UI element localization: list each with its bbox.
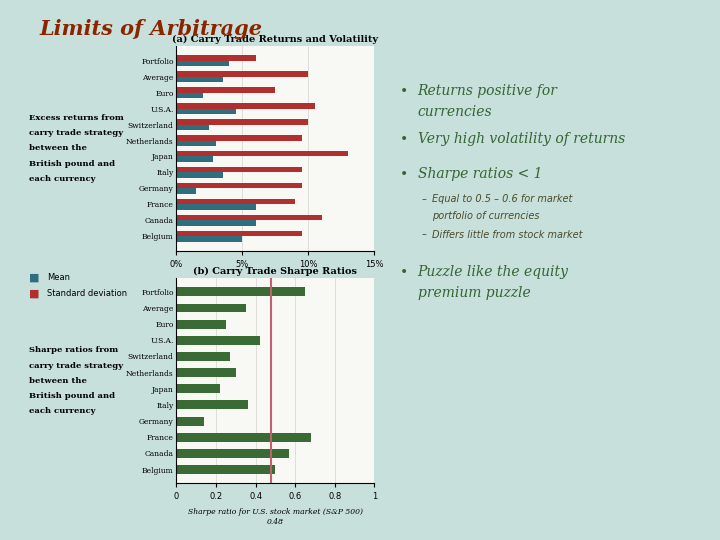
Bar bbox=[176, 125, 210, 130]
Text: Differs little from stock market: Differs little from stock market bbox=[432, 230, 582, 240]
Bar bbox=[176, 55, 256, 61]
Bar bbox=[176, 77, 222, 82]
Bar bbox=[176, 119, 308, 125]
Bar bbox=[176, 236, 243, 242]
Text: each currency: each currency bbox=[29, 407, 95, 415]
Bar bbox=[176, 433, 311, 442]
Bar bbox=[176, 183, 302, 188]
Title: (b) Carry Trade Sharpe Ratios: (b) Carry Trade Sharpe Ratios bbox=[194, 267, 357, 276]
Text: Mean: Mean bbox=[47, 273, 70, 282]
Bar bbox=[176, 320, 226, 329]
Text: Limits of Arbitrage: Limits of Arbitrage bbox=[40, 19, 263, 39]
Bar bbox=[176, 71, 308, 77]
Text: •: • bbox=[400, 132, 408, 146]
Bar bbox=[176, 449, 289, 458]
Text: •: • bbox=[400, 167, 408, 181]
Text: between the: between the bbox=[29, 145, 86, 152]
Bar bbox=[176, 93, 203, 98]
Text: premium puzzle: premium puzzle bbox=[418, 286, 531, 300]
Text: Standard deviation: Standard deviation bbox=[47, 289, 127, 298]
Bar bbox=[176, 303, 246, 313]
Bar bbox=[176, 220, 256, 226]
Bar bbox=[176, 172, 222, 178]
Bar bbox=[176, 61, 229, 66]
Text: carry trade strategy: carry trade strategy bbox=[29, 362, 123, 369]
Text: carry trade strategy: carry trade strategy bbox=[29, 130, 123, 137]
Bar bbox=[176, 109, 236, 114]
Text: Excess returns from: Excess returns from bbox=[29, 114, 124, 122]
Bar bbox=[176, 336, 260, 345]
Text: Equal to 0.5 – 0.6 for market: Equal to 0.5 – 0.6 for market bbox=[432, 194, 572, 205]
Text: Sharpe ratios from: Sharpe ratios from bbox=[29, 347, 118, 354]
Text: between the: between the bbox=[29, 377, 86, 384]
Title: (a) Carry Trade Returns and Volatility: (a) Carry Trade Returns and Volatility bbox=[172, 35, 379, 44]
Text: Puzzle like the equity: Puzzle like the equity bbox=[418, 265, 569, 279]
Text: Sharpe ratio for U.S. stock market (S&P 500): Sharpe ratio for U.S. stock market (S&P … bbox=[188, 508, 363, 516]
Text: 0.48: 0.48 bbox=[267, 518, 284, 526]
Bar bbox=[176, 167, 302, 172]
Bar bbox=[176, 140, 216, 146]
Bar bbox=[176, 368, 236, 377]
Bar bbox=[176, 199, 295, 204]
Bar bbox=[176, 87, 276, 93]
Text: Very high volatility of returns: Very high volatility of returns bbox=[418, 132, 625, 146]
Text: ■: ■ bbox=[29, 289, 40, 299]
Bar bbox=[176, 103, 315, 109]
Text: British pound and: British pound and bbox=[29, 392, 115, 400]
Bar bbox=[176, 231, 302, 236]
Text: British pound and: British pound and bbox=[29, 160, 115, 167]
Bar bbox=[176, 204, 256, 210]
Bar bbox=[176, 157, 213, 162]
Text: •: • bbox=[400, 84, 408, 98]
Bar bbox=[176, 215, 322, 220]
Bar bbox=[176, 352, 230, 361]
Text: Sharpe ratios < 1: Sharpe ratios < 1 bbox=[418, 167, 542, 181]
Bar bbox=[176, 287, 305, 296]
Bar bbox=[176, 417, 204, 426]
Text: currencies: currencies bbox=[418, 105, 492, 119]
Bar bbox=[176, 465, 276, 474]
Text: Returns positive for: Returns positive for bbox=[418, 84, 557, 98]
Text: •: • bbox=[400, 265, 408, 279]
Text: –: – bbox=[421, 230, 426, 240]
Bar bbox=[176, 135, 302, 140]
Bar bbox=[176, 188, 196, 194]
Text: portfolio of currencies: portfolio of currencies bbox=[432, 211, 539, 221]
Text: each currency: each currency bbox=[29, 175, 95, 183]
Bar bbox=[176, 401, 248, 409]
Bar bbox=[176, 151, 348, 157]
Text: –: – bbox=[421, 194, 426, 205]
Text: ■: ■ bbox=[29, 273, 40, 283]
Bar bbox=[176, 384, 220, 393]
